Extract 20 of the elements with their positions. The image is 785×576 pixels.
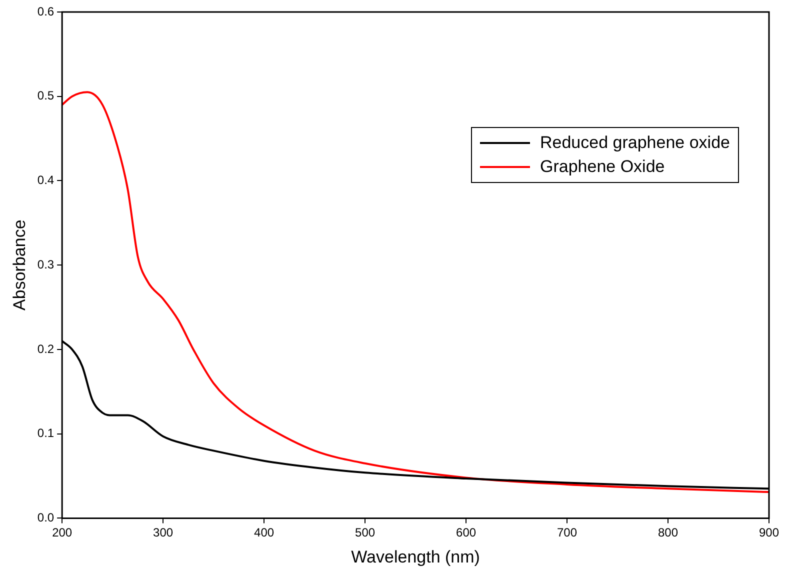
y-tick-label: 0.5 <box>37 88 54 103</box>
y-tick-label: 0.3 <box>37 257 54 272</box>
y-tick-label: 0.1 <box>37 426 54 440</box>
x-axis-title: Wavelength (nm) <box>351 547 480 566</box>
x-tick-label: 700 <box>557 526 578 540</box>
x-tick-label: 200 <box>52 526 72 540</box>
x-tick-label: 500 <box>355 526 376 540</box>
y-tick-label: 0.4 <box>37 173 54 188</box>
x-tick-label: 400 <box>254 526 274 540</box>
y-axis-title: Absorbance <box>10 220 29 310</box>
legend-label: Graphene Oxide <box>540 156 665 178</box>
y-tick-label: 0.2 <box>37 342 54 356</box>
y-tick-label: 0.6 <box>37 4 54 18</box>
y-tick-label: 0.0 <box>37 510 54 525</box>
legend-label: Reduced graphene oxide <box>540 132 730 154</box>
line-series <box>62 91 769 494</box>
x-tick-label: 900 <box>758 526 780 540</box>
x-tick-label: 300 <box>153 526 174 540</box>
x-tick-label: 800 <box>658 526 678 540</box>
x-tick-label: 600 <box>456 526 476 540</box>
